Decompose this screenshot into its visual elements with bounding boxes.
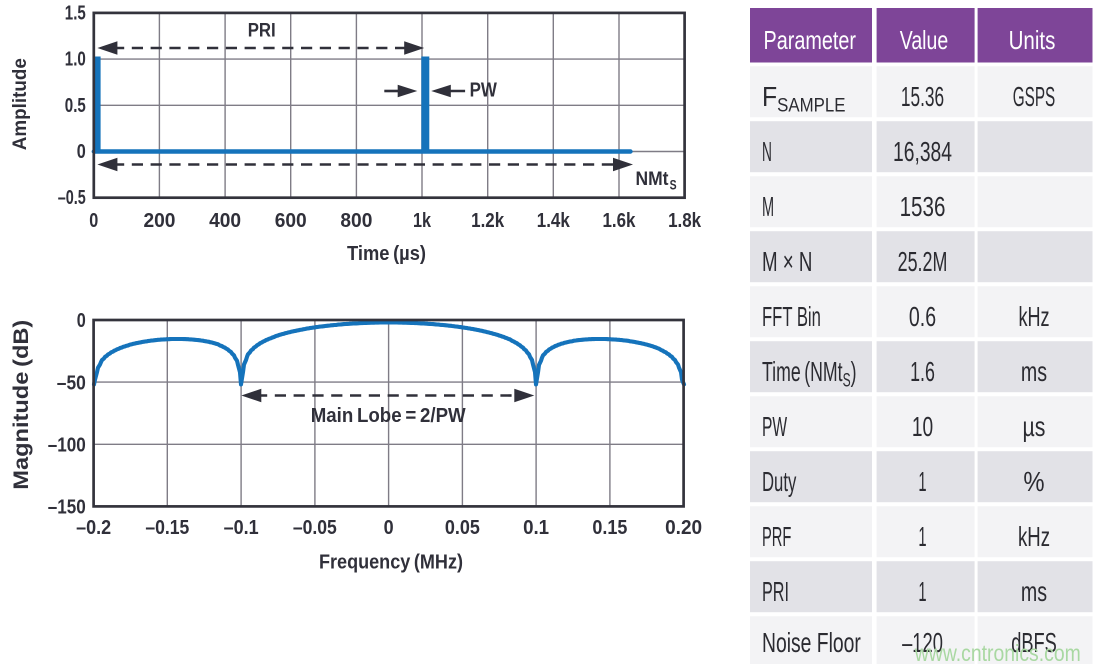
svg-text:–120: –120 <box>902 627 943 658</box>
svg-text:1: 1 <box>918 466 926 497</box>
svg-text:0.15: 0.15 <box>592 517 627 539</box>
svg-text:dBFS: dBFS <box>1011 627 1057 658</box>
svg-text:ms: ms <box>1021 356 1047 387</box>
svg-text:1.0: 1.0 <box>65 49 86 71</box>
svg-text:S: S <box>670 178 677 193</box>
svg-text:0: 0 <box>89 210 98 232</box>
svg-text:–0.2: –0.2 <box>76 517 111 539</box>
svg-text:25.2M: 25.2M <box>898 246 948 277</box>
svg-text:–0.1: –0.1 <box>224 517 259 539</box>
svg-text:M × N: M × N <box>762 246 812 277</box>
svg-text:1536: 1536 <box>900 191 946 222</box>
svg-text:Time (NMtS): Time (NMtS) <box>762 356 857 392</box>
svg-text:400: 400 <box>209 210 241 232</box>
svg-text:16,384: 16,384 <box>893 136 952 167</box>
svg-text:–100: –100 <box>48 434 86 456</box>
svg-text:10: 10 <box>912 411 933 442</box>
svg-text:1.6k: 1.6k <box>602 210 636 232</box>
svg-text:www.cntronics.com: www.cntronics.com <box>914 640 1081 666</box>
svg-text:1.4k: 1.4k <box>537 210 571 232</box>
svg-text:1: 1 <box>918 521 926 552</box>
svg-text:0.05: 0.05 <box>445 517 480 539</box>
svg-text:Noise Floor: Noise Floor <box>762 627 861 658</box>
svg-text:Magnitude (dB): Magnitude (dB) <box>10 320 33 490</box>
svg-text:–150: –150 <box>48 497 86 519</box>
svg-text:GSPS: GSPS <box>1013 81 1056 112</box>
svg-text:PRI: PRI <box>762 576 789 607</box>
svg-text:0.6: 0.6 <box>909 301 936 332</box>
svg-text:Amplitude: Amplitude <box>10 58 31 150</box>
svg-text:Frequency (MHz): Frequency (MHz) <box>319 552 463 574</box>
svg-text:–0.15: –0.15 <box>145 517 189 539</box>
svg-text:200: 200 <box>143 210 175 232</box>
svg-text:1k: 1k <box>413 210 432 232</box>
svg-text:–0.5: –0.5 <box>58 187 86 209</box>
svg-text:PRF: PRF <box>762 521 791 552</box>
svg-text:1: 1 <box>918 576 926 607</box>
svg-text:M: M <box>762 191 774 222</box>
svg-text:Parameter: Parameter <box>764 25 857 55</box>
svg-text:600: 600 <box>275 210 307 232</box>
svg-text:ms: ms <box>1021 576 1047 607</box>
svg-text:NMt: NMt <box>636 168 669 190</box>
svg-text:0: 0 <box>384 517 394 539</box>
svg-text:0: 0 <box>77 141 86 163</box>
svg-text:Time (µs): Time (µs) <box>347 243 426 265</box>
svg-text:kHz: kHz <box>1018 521 1050 552</box>
svg-text:–0.05: –0.05 <box>293 517 337 539</box>
svg-text:1.6: 1.6 <box>910 356 935 387</box>
svg-text:Main Lobe = 2/PW: Main Lobe = 2/PW <box>311 404 467 427</box>
svg-text:800: 800 <box>340 210 372 232</box>
svg-text:kHz: kHz <box>1018 301 1049 332</box>
svg-text:–50: –50 <box>57 372 86 394</box>
svg-text:FFT Bin: FFT Bin <box>762 301 821 332</box>
svg-text:1.2k: 1.2k <box>471 210 505 232</box>
svg-text:%: % <box>1023 466 1044 497</box>
svg-text:PW: PW <box>470 80 497 102</box>
svg-text:15.36: 15.36 <box>901 81 944 112</box>
svg-text:0.5: 0.5 <box>65 95 86 117</box>
svg-text:Value: Value <box>900 25 948 55</box>
svg-text:1.5: 1.5 <box>65 2 86 24</box>
svg-text:0.20: 0.20 <box>665 517 702 539</box>
svg-text:Duty: Duty <box>762 466 796 497</box>
svg-text:0.1: 0.1 <box>523 517 549 539</box>
svg-text:0: 0 <box>77 310 86 332</box>
svg-text:Units: Units <box>1009 25 1056 55</box>
svg-text:PW: PW <box>762 411 787 442</box>
svg-text:N: N <box>762 136 772 167</box>
svg-text:PRI: PRI <box>248 20 276 41</box>
svg-text:µs: µs <box>1023 411 1046 442</box>
svg-text:1.8k: 1.8k <box>668 210 702 232</box>
